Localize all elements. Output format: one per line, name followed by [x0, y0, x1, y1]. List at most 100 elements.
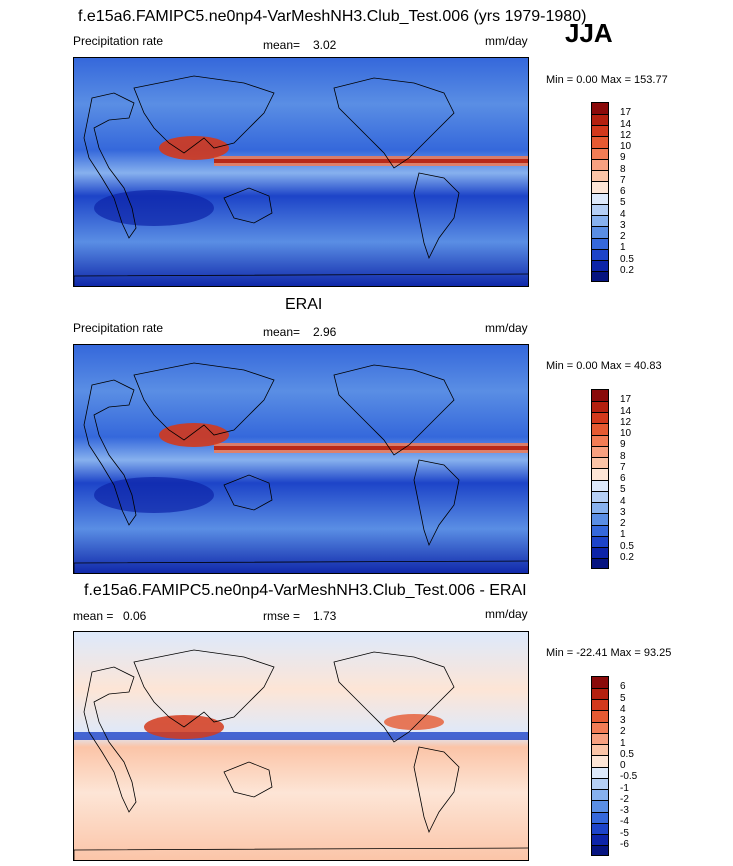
colorbar-divider — [592, 687, 608, 689]
colorbar-tick-label: 2 — [620, 231, 626, 242]
colorbar-tick-label: -2 — [620, 793, 629, 805]
colorbar-tick-label: 5 — [620, 197, 626, 209]
colorbar-divider — [592, 524, 608, 526]
panel1-map-svg — [74, 58, 528, 286]
colorbar-tick-label: 9 — [620, 152, 626, 164]
panel2-colorbar — [591, 389, 609, 569]
panel2-mean-label: mean= — [263, 325, 301, 339]
colorbar-divider — [592, 490, 608, 492]
colorbar-divider — [592, 445, 608, 447]
panel1-map — [73, 57, 529, 287]
colorbar-tick-label: -5 — [620, 827, 629, 839]
figure-title: f.e15a6.FAMIPC5.ne0np4-VarMeshNH3.Club_T… — [78, 8, 587, 25]
colorbar-tick-label: 0 — [620, 760, 626, 771]
panel2-map-svg — [74, 345, 528, 573]
panel1-mean-value: 3.02 — [313, 38, 337, 52]
colorbar-divider — [592, 158, 608, 160]
panel3-title: f.e15a6.FAMIPC5.ne0np4-VarMeshNH3.Club_T… — [84, 582, 527, 599]
panel2-units: mm/day — [485, 321, 528, 335]
panel3-rmse-value: 1.73 — [313, 609, 337, 623]
panel1-mean-label: mean= — [263, 38, 301, 52]
colorbar-divider — [592, 181, 608, 183]
colorbar-tick-label: 1 — [620, 737, 626, 749]
colorbar-tick-label: 6 — [620, 681, 626, 693]
colorbar-tick-label: 0.5 — [620, 748, 634, 760]
colorbar-tick-label: 1 — [620, 242, 626, 254]
colorbar-divider — [592, 237, 608, 239]
colorbar-divider — [592, 271, 608, 273]
colorbar-tick-label: 17 — [620, 394, 632, 406]
colorbar-tick-label: -4 — [620, 816, 629, 828]
colorbar-divider — [592, 147, 608, 149]
colorbar-divider — [592, 744, 608, 745]
colorbar-divider — [592, 777, 608, 779]
panel1-units: mm/day — [485, 34, 528, 48]
colorbar-tick-label: 6 — [620, 186, 626, 197]
panel2-map — [73, 344, 529, 574]
colorbar-tick-label: 0.5 — [620, 253, 634, 265]
colorbar-divider — [592, 457, 608, 458]
colorbar-tick-label: 12 — [620, 416, 632, 428]
colorbar-divider — [592, 513, 608, 515]
colorbar-tick-label: 5 — [620, 484, 626, 496]
colorbar-divider — [592, 468, 608, 470]
panel3-map — [73, 631, 529, 861]
colorbar-divider — [592, 710, 608, 712]
colorbar-tick-label: 4 — [620, 208, 626, 220]
colorbar-divider — [592, 822, 608, 824]
colorbar-tick-label: 4 — [620, 703, 626, 715]
colorbar-tick-label: 14 — [620, 118, 632, 130]
colorbar-divider — [592, 203, 608, 205]
colorbar-divider — [592, 248, 608, 250]
colorbar-divider — [592, 260, 608, 261]
colorbar-tick-label: 14 — [620, 405, 632, 417]
panel3-minmax: Min = -22.41 Max = 93.25 — [546, 647, 672, 659]
colorbar-tick-label: 2 — [620, 518, 626, 529]
season-label: JJA — [565, 18, 613, 48]
panel2-mean-value: 2.96 — [313, 325, 337, 339]
colorbar-divider — [592, 215, 608, 216]
colorbar-tick-label: 1 — [620, 529, 626, 541]
colorbar-divider — [592, 125, 608, 126]
colorbar-divider — [592, 502, 608, 503]
colorbar-tick-label: 3 — [620, 715, 626, 726]
panel2-minmax: Min = 0.00 Max = 40.83 — [546, 360, 662, 372]
colorbar-tick-label: 5 — [620, 692, 626, 704]
panel3-mean-value: 0.06 — [123, 609, 147, 623]
colorbar-tick-label: 7 — [620, 174, 626, 186]
colorbar-divider — [592, 811, 608, 813]
panel2-title: ERAI — [285, 296, 323, 313]
colorbar-tick-label: 12 — [620, 129, 632, 141]
colorbar-divider — [592, 755, 608, 757]
colorbar-divider — [592, 800, 608, 802]
colorbar-divider — [592, 766, 608, 768]
colorbar-tick-label: 3 — [620, 219, 626, 231]
colorbar-divider — [592, 434, 608, 436]
colorbar-tick-label: 0.2 — [620, 551, 634, 563]
colorbar-divider — [592, 479, 608, 481]
colorbar-divider — [592, 845, 608, 847]
colorbar-divider — [592, 412, 608, 413]
colorbar-tick-label: 17 — [620, 107, 632, 119]
colorbar-divider — [592, 558, 608, 560]
colorbar-tick-label: 7 — [620, 461, 626, 473]
panel3-rmse-label: rmse = — [263, 609, 301, 623]
colorbar-tick-label: 9 — [620, 439, 626, 451]
colorbar-tick-label: 3 — [620, 506, 626, 518]
colorbar-divider — [592, 192, 608, 194]
colorbar-divider — [592, 170, 608, 171]
colorbar-tick-label: 10 — [620, 428, 632, 439]
colorbar-tick-label: -1 — [620, 782, 629, 794]
colorbar-tick-label: 8 — [620, 450, 626, 462]
panel3-colorbar — [591, 676, 609, 856]
panel3-units: mm/day — [485, 607, 528, 621]
colorbar-tick-label: 8 — [620, 163, 626, 175]
panel1-minmax: Min = 0.00 Max = 153.77 — [546, 74, 668, 86]
colorbar-divider — [592, 535, 608, 537]
colorbar-divider — [592, 834, 608, 835]
panel1-variable-label: Precipitation rate — [73, 34, 164, 48]
colorbar-tick-label: 4 — [620, 495, 626, 507]
colorbar-tick-label: -3 — [620, 805, 629, 816]
colorbar-divider — [592, 226, 608, 228]
colorbar-tick-label: -0.5 — [620, 771, 638, 783]
